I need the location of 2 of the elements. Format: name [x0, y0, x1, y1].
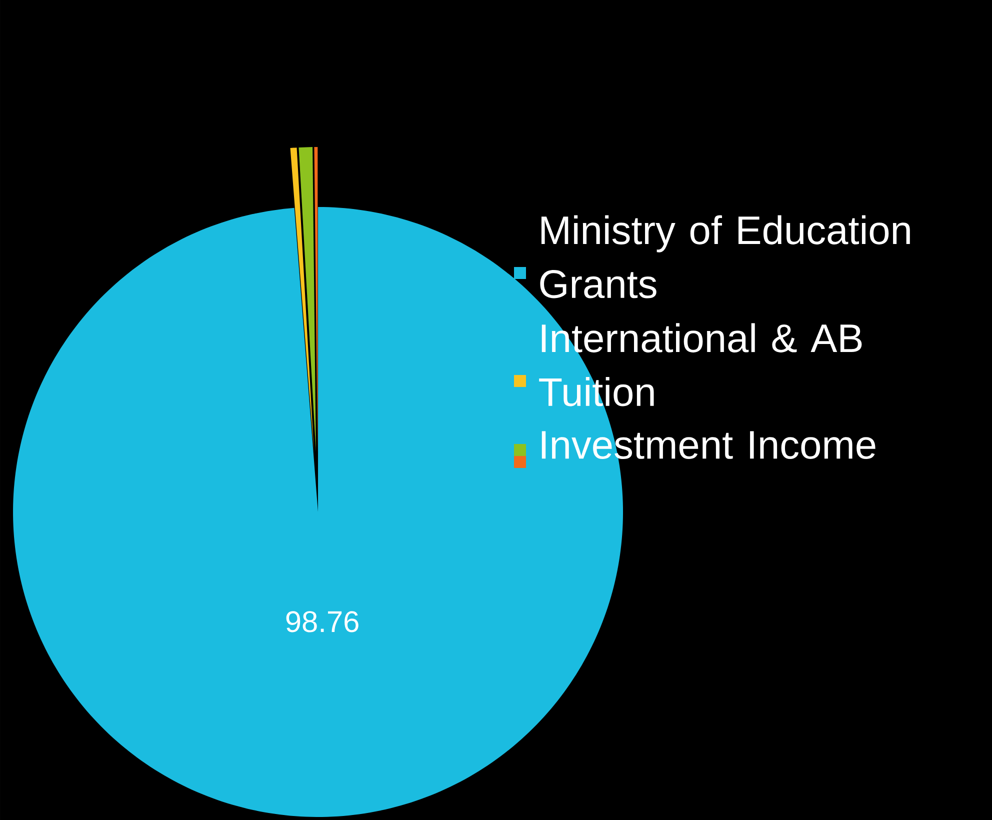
data-label: 98.76: [286, 611, 358, 632]
legend-label: Ministry of Education Grants: [540, 215, 910, 298]
